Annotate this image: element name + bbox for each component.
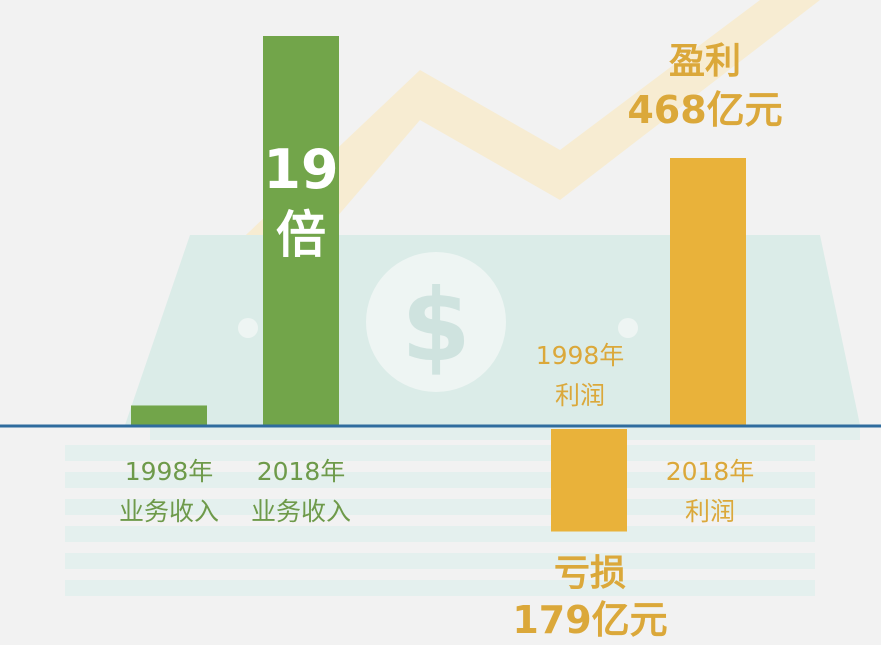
profit-annotation-title: 盈利 [668,41,741,82]
bill-stack-stripes [65,445,815,596]
revenue-bar-1 [263,36,339,426]
category-label-metric: 利润 [554,381,605,410]
category-label-metric: 业务收入 [118,497,219,526]
category-label-year: 1998年 [124,457,214,486]
profit-bar-1 [670,158,746,426]
revenue-bar-0 [131,405,207,426]
multiplier-unit: 倍 [276,206,326,264]
category-label-year: 1998年 [535,341,625,370]
profit-bar-0 [551,429,627,532]
loss-annotation-value: 179亿元 [512,598,668,642]
svg-text:$: $ [401,267,471,384]
profit-annotation-value: 468亿元 [627,88,783,132]
category-label-year: 2018年 [256,457,346,486]
rising-arrow-icon [230,0,820,260]
category-label-metric: 利润 [684,497,735,526]
multiplier-number: 19 [263,138,339,201]
category-label-metric: 业务收入 [250,497,351,526]
loss-annotation-title: 亏损 [553,553,626,594]
category-label-year: 2018年 [665,457,755,486]
